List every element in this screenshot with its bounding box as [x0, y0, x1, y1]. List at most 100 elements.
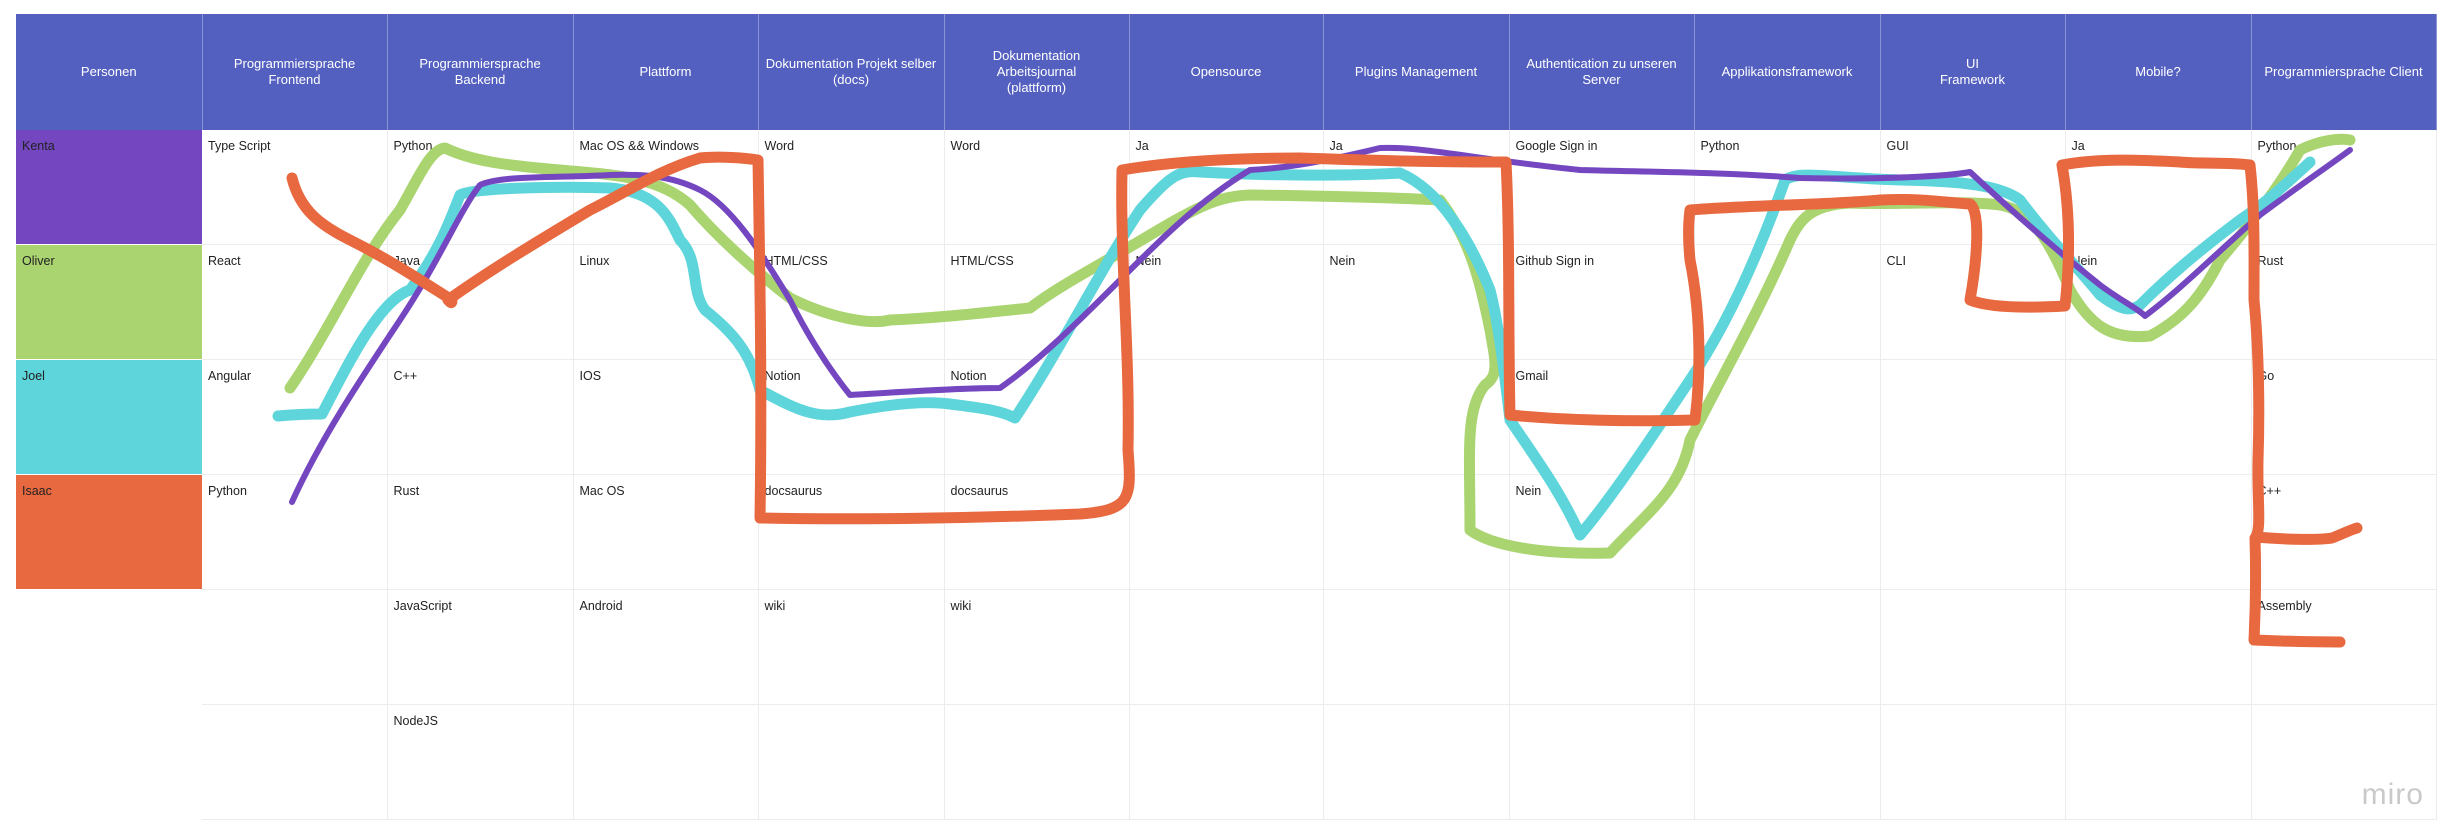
table-cell[interactable]: Rust [2251, 244, 2437, 360]
table-cell[interactable]: Type Script [202, 130, 388, 245]
header-app-framework[interactable]: Applikationsframework [1694, 14, 1881, 130]
table-cell[interactable]: Python [2251, 130, 2437, 245]
table-cell[interactable]: Notion [758, 359, 945, 475]
table-cell[interactable] [1129, 589, 1324, 705]
table-cell[interactable] [1323, 704, 1510, 820]
table-cell[interactable] [1880, 704, 2066, 820]
table-cell[interactable] [1880, 359, 2066, 475]
cell-text: C++ [393, 369, 418, 383]
table-cell[interactable] [1694, 589, 1881, 705]
table-cell[interactable] [2065, 589, 2252, 705]
decision-table: Personen Programmiersprache Frontend Pro… [16, 14, 2437, 820]
table-cell[interactable] [1509, 589, 1695, 705]
table-cell[interactable]: Angular [202, 359, 388, 475]
cell-text [574, 705, 758, 714]
table-cell[interactable] [1880, 589, 2066, 705]
table-cell[interactable]: HTML/CSS [758, 244, 945, 360]
table-cell[interactable]: HTML/CSS [944, 244, 1130, 360]
table-cell[interactable] [1694, 359, 1881, 475]
header-authentication[interactable]: Authentication zu unseren Server [1509, 14, 1695, 130]
table-cell[interactable]: IOS [573, 359, 759, 475]
header-ui-framework[interactable]: UI Framework [1880, 14, 2066, 130]
table-cell[interactable] [2251, 704, 2437, 820]
table-cell[interactable] [1694, 474, 1881, 590]
table-cell[interactable]: GUI [1880, 130, 2066, 245]
table-cell[interactable]: docsaurus [944, 474, 1130, 590]
table-cell[interactable]: Nein [2065, 244, 2252, 360]
table-cell[interactable]: Java [387, 244, 574, 360]
table-cell[interactable]: Google Sign in [1509, 130, 1695, 245]
header-row: Personen Programmiersprache Frontend Pro… [16, 14, 2437, 130]
person-cell[interactable] [16, 704, 202, 820]
table-cell[interactable] [2065, 359, 2252, 475]
person-cell[interactable]: Kenta [16, 130, 202, 245]
cell-text: IOS [579, 369, 602, 383]
table-cell[interactable]: Python [1694, 130, 1881, 245]
table-cell[interactable]: Python [202, 474, 388, 590]
header-backend-language[interactable]: Programmiersprache Backend [387, 14, 574, 130]
table-cell[interactable]: Ja [1323, 130, 1510, 245]
table-cell[interactable] [202, 589, 388, 705]
table-cell[interactable] [1129, 704, 1324, 820]
header-docs-journal[interactable]: Dokumentation Arbeitsjournal (plattform) [944, 14, 1130, 130]
table-cell[interactable] [202, 704, 388, 820]
table-cell[interactable]: C++ [2251, 474, 2437, 590]
table-row: JavaScript Android wiki wiki Assembly [16, 589, 2437, 705]
header-frontend-language[interactable]: Programmiersprache Frontend [202, 14, 388, 130]
table-cell[interactable] [1694, 704, 1881, 820]
table-cell[interactable]: Mac OS && Windows [573, 130, 759, 245]
table-cell[interactable]: Ja [2065, 130, 2252, 245]
table-cell[interactable] [1509, 704, 1695, 820]
person-cell[interactable]: Oliver [16, 244, 202, 360]
table-cell[interactable]: Mac OS [573, 474, 759, 590]
person-cell[interactable]: Joel [16, 359, 202, 475]
header-mobile[interactable]: Mobile? [2065, 14, 2252, 130]
table-cell[interactable] [1694, 244, 1881, 360]
table-cell[interactable] [1129, 359, 1324, 475]
table-cell[interactable]: Rust [387, 474, 574, 590]
header-docs-project[interactable]: Dokumentation Projekt selber (docs) [758, 14, 945, 130]
table-cell[interactable]: Notion [944, 359, 1130, 475]
table-cell[interactable] [758, 704, 945, 820]
table-cell[interactable]: JavaScript [387, 589, 574, 705]
table-cell[interactable]: Github Sign in [1509, 244, 1695, 360]
table-cell[interactable]: Linux [573, 244, 759, 360]
table-cell[interactable]: NodeJS [387, 704, 574, 820]
table-cell[interactable] [1880, 474, 2066, 590]
table-cell[interactable]: C++ [387, 359, 574, 475]
table-cell[interactable] [1323, 589, 1510, 705]
cell-text: Python [1700, 139, 1740, 153]
table-cell[interactable]: Nein [1323, 244, 1510, 360]
table-cell[interactable] [944, 704, 1130, 820]
table-cell[interactable]: Go [2251, 359, 2437, 475]
table-cell[interactable]: wiki [944, 589, 1130, 705]
table-cell[interactable]: Ja [1129, 130, 1324, 245]
table-cell[interactable]: CLI [1880, 244, 2066, 360]
cell-text: CLI [1886, 254, 1906, 268]
header-opensource[interactable]: Opensource [1129, 14, 1324, 130]
table-cell[interactable] [2065, 704, 2252, 820]
table-cell[interactable]: Nein [1509, 474, 1695, 590]
person-cell[interactable] [16, 589, 202, 705]
header-client-language[interactable]: Programmiersprache Client [2251, 14, 2437, 130]
header-plugins-management[interactable]: Plugins Management [1323, 14, 1510, 130]
table-cell[interactable]: wiki [758, 589, 945, 705]
table-cell[interactable] [1323, 359, 1510, 475]
table-cell[interactable]: docsaurus [758, 474, 945, 590]
table-cell[interactable] [573, 704, 759, 820]
header-personen[interactable]: Personen [16, 14, 203, 130]
table-cell[interactable]: Python [387, 130, 574, 245]
table-cell[interactable]: Gmail [1509, 359, 1695, 475]
table-cell[interactable]: Android [573, 589, 759, 705]
table-cell[interactable] [2065, 474, 2252, 590]
person-cell[interactable]: Isaac [16, 474, 202, 590]
table-cell[interactable] [1323, 474, 1510, 590]
table-cell[interactable]: Nein [1129, 244, 1324, 360]
header-platform[interactable]: Plattform [573, 14, 759, 130]
table-cell[interactable] [1129, 474, 1324, 590]
table-cell[interactable]: Assembly [2251, 589, 2437, 705]
table-cell[interactable]: Word [758, 130, 945, 245]
table-cell[interactable]: React [202, 244, 388, 360]
table-cell[interactable]: Word [944, 130, 1130, 245]
